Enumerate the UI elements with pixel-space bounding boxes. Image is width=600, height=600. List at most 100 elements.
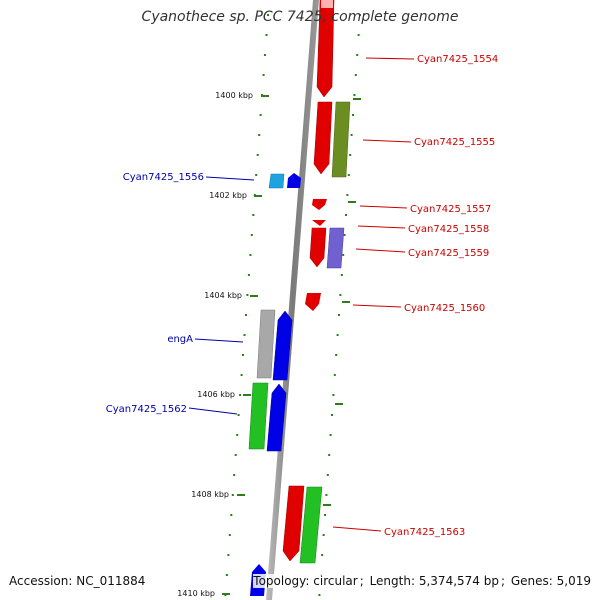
gene-cyan7425-1559-arrow[interactable] (309, 227, 327, 268)
genes-label: Genes: (510, 574, 553, 588)
scale-dot (338, 314, 340, 316)
scale-dot (328, 454, 331, 456)
scale-dot (247, 274, 250, 276)
gene-cyan7425-1563-arrow[interactable] (282, 485, 305, 562)
scale-dot (350, 134, 353, 136)
scale-dot (239, 394, 242, 396)
gene-cyan7425-1563-partner-arrow[interactable] (299, 486, 323, 564)
scale-dot (259, 114, 262, 116)
accession-info: Accession: NC_011884 (9, 574, 146, 588)
scale-dot (340, 274, 343, 276)
scale-dot (347, 174, 350, 176)
length-label: Length: (369, 574, 416, 588)
gene-cyan7425-1559-partner-arrow[interactable] (326, 227, 345, 269)
scale-dot (227, 554, 230, 556)
gene-cyan7425-1556-arrow[interactable] (268, 173, 285, 189)
scale-dot (342, 254, 345, 256)
scale-dot (343, 234, 346, 236)
gene-upstream-fragment[interactable] (321, 0, 333, 8)
scale-dot (225, 574, 228, 576)
scale-dot (346, 194, 349, 196)
topology-label: Topology: (253, 574, 310, 588)
gene-cyan7425-1558-arrow[interactable] (312, 220, 326, 226)
right-scale-rail (318, 14, 361, 596)
kbp-label: 1408 kbp (191, 490, 229, 499)
scale-dot (336, 334, 339, 336)
kbp-label: 1400 kbp (215, 91, 253, 100)
scale-dot (246, 294, 249, 296)
scale-dot (249, 254, 252, 256)
gene-cyan7425-1555-partner-arrow[interactable] (331, 101, 351, 178)
scale-dot (265, 34, 268, 36)
scale-dot (359, 14, 361, 16)
scale-dot (230, 514, 233, 516)
gene-label[interactable]: Cyan7425_1560 (404, 303, 485, 314)
scale-dot (345, 214, 347, 216)
gene-label[interactable]: Cyan7425_1559 (408, 248, 489, 259)
kbp-label: 1410 kbp (177, 589, 215, 598)
scale-dot (250, 234, 253, 236)
scale-dot (352, 114, 354, 116)
scale-dot (356, 54, 359, 56)
scale-dot (245, 314, 247, 316)
scale-dot (264, 54, 266, 56)
scale-dot (240, 374, 243, 376)
scale-dot (332, 394, 335, 396)
scale-dot (353, 94, 356, 96)
genome-title: Cyanothece sp. PCC 7425, complete genome (141, 9, 459, 25)
scale-dot (256, 154, 259, 156)
scale-dot (258, 134, 261, 136)
scale-dot (233, 474, 236, 476)
gene-enga-arrow[interactable] (272, 310, 293, 381)
scale-dot (326, 474, 329, 476)
gene-cyan7425-1560-arrow[interactable] (305, 293, 321, 311)
gene-label[interactable]: Cyan7425_1555 (414, 137, 495, 148)
gene-label[interactable]: Cyan7425_1562 (106, 404, 187, 415)
gene-label[interactable]: Cyan7425_1558 (408, 224, 489, 235)
label-leaders (188, 57, 415, 532)
gene-label[interactable]: Cyan7425_1563 (384, 527, 465, 538)
scale-dot (329, 434, 332, 436)
gene-label[interactable]: Cyan7425_1557 (410, 204, 491, 215)
accession-value: NC_011884 (76, 574, 146, 588)
genome-summary: Topology: circular; Length: 5,374,574 bp… (253, 574, 591, 588)
gene-cyan7425-1554-arrow[interactable] (316, 0, 335, 98)
kbp-label: 1404 kbp (204, 291, 242, 300)
gene-cyan7425-1562-partner-arrow[interactable] (266, 383, 287, 452)
gene-cyan7425-1555-arrow[interactable] (313, 101, 333, 175)
left-scale-rail (224, 14, 269, 596)
gene-cyan7425-1557-arrow[interactable] (312, 199, 327, 210)
gene-cyan7425-1562-arrow[interactable] (248, 382, 269, 450)
kbp-scale: 1400 kbp 1402 kbp 1404 kbp 1406 kbp 1408… (177, 91, 361, 598)
scale-dot (252, 214, 255, 216)
kbp-label: 1406 kbp (197, 390, 235, 399)
genes (248, 0, 351, 596)
gene-label[interactable]: engA (167, 334, 193, 345)
scale-dot (322, 534, 325, 536)
kbp-label: 1402 kbp (209, 191, 247, 200)
length-value: 5,374,574 bp (418, 574, 499, 588)
gene-label[interactable]: Cyan7425_1556 (123, 172, 204, 183)
topology-value: circular (313, 574, 358, 588)
scale-dot (357, 34, 360, 36)
gene-label[interactable]: Cyan7425_1554 (417, 54, 498, 65)
scale-dot (321, 554, 324, 556)
gene-enga-partner-arrow[interactable] (256, 309, 276, 379)
gene-labels: Cyan7425_1554 Cyan7425_1555 Cyan7425_155… (106, 54, 499, 538)
scale-dot (236, 434, 239, 436)
gene-cyan7425-1556-partner-arrow[interactable] (287, 173, 301, 188)
scale-dot (339, 294, 342, 296)
scale-dot (318, 594, 321, 596)
scale-dot (231, 494, 234, 496)
scale-dot (255, 174, 258, 176)
accession-label: Accession: (9, 574, 73, 588)
scale-dot (243, 334, 246, 336)
scale-dot (228, 534, 231, 536)
scale-dot (333, 374, 336, 376)
scale-dot (349, 154, 352, 156)
scale-dot (331, 414, 333, 416)
scale-dot (262, 74, 265, 76)
scale-dot (237, 414, 240, 416)
scale-dot (242, 354, 244, 356)
scale-dot (267, 14, 269, 16)
